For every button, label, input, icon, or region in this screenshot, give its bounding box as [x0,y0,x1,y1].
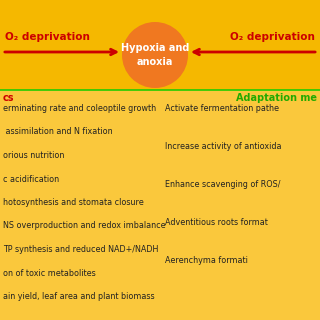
Text: on of toxic metabolites: on of toxic metabolites [3,268,96,277]
Text: orious nutrition: orious nutrition [3,151,64,160]
Text: Adaptation me: Adaptation me [236,93,317,103]
Text: assimilation and N fixation: assimilation and N fixation [3,127,113,137]
Text: cs: cs [3,93,14,103]
Text: Adventitious roots format: Adventitious roots format [165,218,268,227]
Text: NS overproduction and redox imbalance: NS overproduction and redox imbalance [3,221,166,230]
Text: hotosynthesis and stomata closure: hotosynthesis and stomata closure [3,198,144,207]
Text: Hypoxia and
anoxia: Hypoxia and anoxia [121,44,189,67]
Text: c acidification: c acidification [3,174,59,183]
Text: ain yield, leaf area and plant biomass: ain yield, leaf area and plant biomass [3,292,155,301]
Circle shape [122,22,188,88]
Text: Enhance scavenging of ROS/: Enhance scavenging of ROS/ [165,180,281,189]
Text: TP synthesis and reduced NAD+/NADH: TP synthesis and reduced NAD+/NADH [3,245,158,254]
Text: O₂ deprivation: O₂ deprivation [230,32,315,42]
Text: Activate fermentation pathe: Activate fermentation pathe [165,104,279,113]
Text: O₂ deprivation: O₂ deprivation [5,32,90,42]
Text: Aerenchyma formati: Aerenchyma formati [165,256,248,265]
Text: Increase activity of antioxida: Increase activity of antioxida [165,142,282,151]
Bar [0,0,320,90]
Text: erminating rate and coleoptile growth: erminating rate and coleoptile growth [3,104,156,113]
